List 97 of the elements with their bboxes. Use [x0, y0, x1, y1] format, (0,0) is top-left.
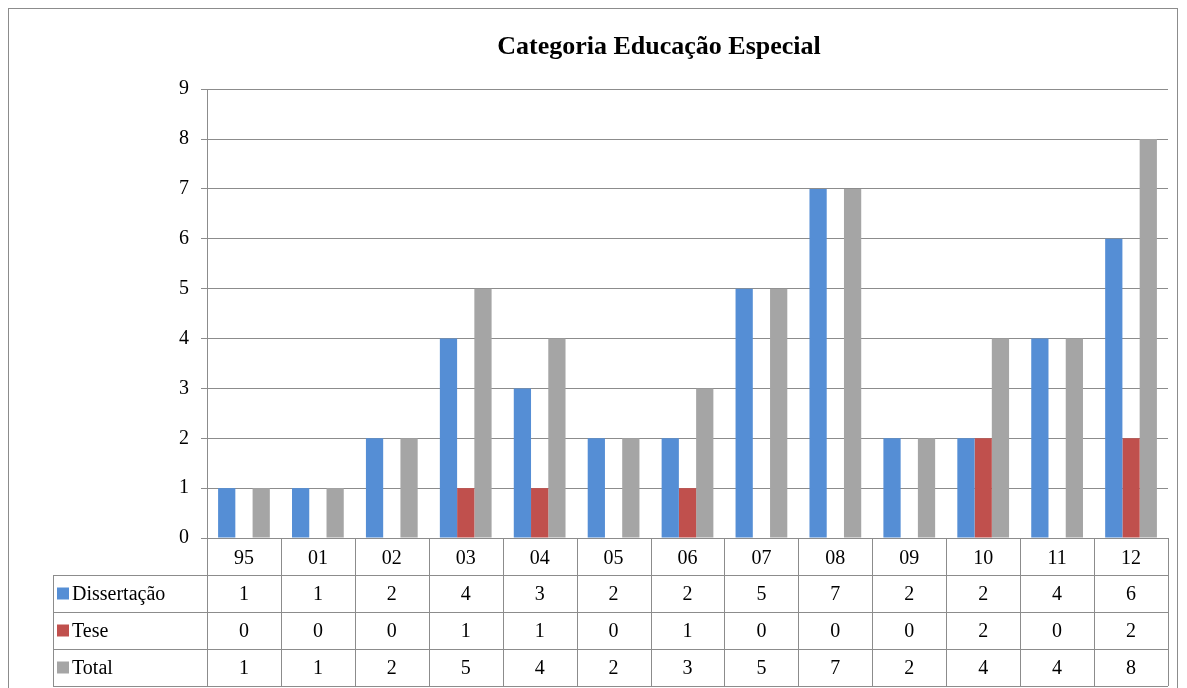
data-label: 4 [1052, 655, 1063, 678]
y-tick-label: 6 [179, 226, 189, 249]
bar [696, 388, 714, 538]
bar [292, 488, 310, 538]
bar [513, 388, 532, 538]
data-label: 0 [386, 618, 397, 641]
bar [439, 338, 458, 538]
bar [548, 338, 566, 538]
y-tick-label: 1 [179, 475, 189, 498]
bar [957, 438, 975, 538]
bar [678, 488, 697, 538]
data-label: 1 [460, 618, 471, 641]
bar [1105, 238, 1123, 538]
data-label: 7 [830, 655, 841, 678]
data-label: 6 [1126, 581, 1137, 604]
bar [622, 438, 640, 538]
data-label: 0 [830, 618, 841, 641]
bar [326, 488, 344, 538]
chart-title: Categoria Educação Especial [497, 31, 821, 61]
x-tick-label: 95 [233, 546, 254, 569]
y-tick-label: 5 [179, 275, 189, 298]
data-label: 1 [534, 618, 545, 641]
data-label: 2 [904, 655, 915, 678]
y-tick-label: 4 [179, 325, 189, 348]
data-label: 0 [904, 618, 915, 641]
y-tick-label: 0 [179, 525, 189, 548]
bar [843, 188, 862, 538]
y-tick-label: 9 [179, 76, 189, 99]
data-label: 1 [312, 581, 323, 604]
data-label: 2 [608, 655, 619, 678]
data-label: 2 [978, 618, 989, 641]
x-tick-label: 09 [899, 546, 920, 569]
x-tick-label: 05 [603, 546, 624, 569]
bar [991, 338, 1010, 538]
x-tick-label: 07 [751, 546, 772, 569]
data-label: 8 [1126, 655, 1137, 678]
data-label: 1 [682, 618, 693, 641]
bar [1031, 338, 1049, 538]
legend-label: Total [72, 655, 114, 678]
x-tick-label: 12 [1121, 546, 1142, 569]
bar [400, 438, 418, 538]
data-label: 1 [238, 655, 249, 678]
bar [474, 288, 492, 538]
data-label: 4 [1052, 581, 1063, 604]
data-label: 5 [460, 655, 471, 678]
bar [252, 488, 270, 538]
bar [883, 438, 901, 538]
y-tick-label: 8 [179, 126, 189, 149]
data-label: 3 [682, 655, 693, 678]
data-label: 0 [608, 618, 619, 641]
y-tick-label: 2 [179, 425, 189, 448]
data-label: 4 [534, 655, 545, 678]
data-label: 1 [312, 655, 323, 678]
bar [457, 488, 475, 538]
data-label: 2 [904, 581, 915, 604]
x-tick-label: 04 [529, 546, 550, 569]
bar [809, 188, 827, 538]
x-tick-label: 02 [381, 546, 402, 569]
bar [218, 488, 236, 538]
y-tick-label: 7 [179, 176, 189, 199]
data-label: 0 [238, 618, 249, 641]
data-label: 2 [978, 581, 989, 604]
legend-label: Dissertação [72, 581, 166, 605]
bar [917, 438, 936, 538]
data-label: 5 [756, 655, 767, 678]
bar [661, 438, 679, 538]
data-label: 2 [682, 581, 693, 604]
bar [1139, 139, 1157, 538]
bar [1065, 338, 1083, 538]
data-label: 4 [978, 655, 989, 678]
x-tick-label: 03 [455, 546, 476, 569]
data-label: 2 [386, 655, 397, 678]
bar [770, 288, 788, 538]
data-label: 0 [312, 618, 323, 641]
data-label: 4 [460, 581, 471, 604]
data-label: 5 [756, 581, 767, 604]
data-label: 0 [756, 618, 767, 641]
x-tick-label: 01 [307, 546, 328, 569]
legend-label: Tese [72, 618, 109, 641]
bar [365, 438, 384, 538]
bar [735, 288, 753, 538]
data-label: 3 [534, 581, 545, 604]
bar [587, 438, 605, 538]
x-tick-label: 06 [677, 546, 698, 569]
bar [974, 438, 992, 538]
x-tick-label: 10 [973, 546, 994, 569]
data-label: 2 [386, 581, 397, 604]
bar [1122, 438, 1140, 538]
bar [531, 488, 549, 538]
y-tick-label: 3 [179, 375, 189, 398]
x-tick-label: 11 [1047, 546, 1067, 569]
data-label: 1 [238, 581, 249, 604]
data-label: 2 [608, 581, 619, 604]
data-label: 7 [830, 581, 841, 604]
data-label: 0 [1052, 618, 1063, 641]
x-tick-label: 08 [825, 546, 846, 569]
data-label: 2 [1126, 618, 1137, 641]
